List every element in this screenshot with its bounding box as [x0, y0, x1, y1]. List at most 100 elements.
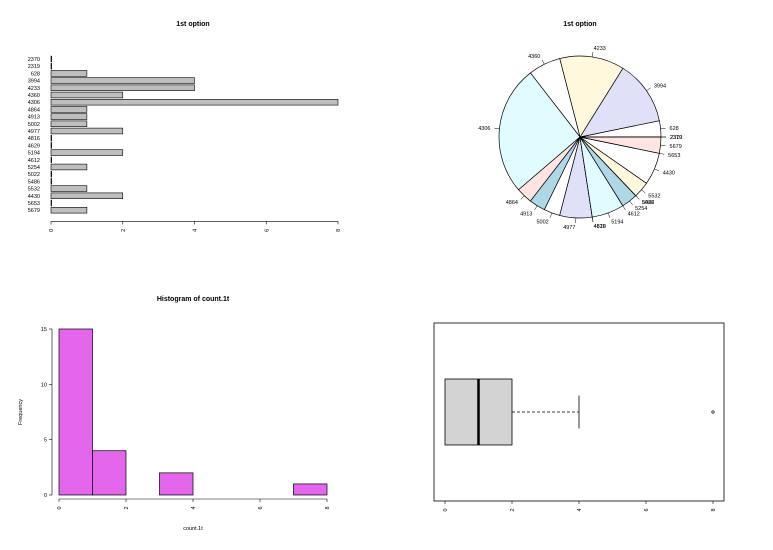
pie-label-leader [629, 200, 633, 206]
bar [50, 70, 88, 77]
bar [50, 120, 88, 128]
histogram-y-tick-label: 10 [41, 382, 47, 388]
bar-category-label: 5022 [28, 172, 40, 178]
pie-slice-label: 4977 [563, 225, 575, 231]
bar [50, 113, 88, 120]
pie-label-leader [541, 59, 545, 65]
histogram-x-tick-label: 4 [191, 506, 197, 509]
bar [50, 135, 52, 142]
bar-x-tick-label: 2 [121, 229, 127, 232]
pie-slice [559, 55, 624, 138]
histogram-y-tick-label: 15 [41, 327, 47, 333]
pie-slice-label: 3994 [654, 84, 666, 90]
boxplot-x-tick-label: 2 [510, 508, 516, 511]
pie-slice-label: 4864 [506, 200, 518, 206]
pie-label-leader [549, 212, 553, 218]
bar-x-tick-label: 4 [193, 229, 199, 232]
bar-category-label: 4430 [28, 194, 40, 200]
bar-category-label: 2319 [28, 64, 40, 70]
pie-label-leader [494, 128, 500, 130]
bar-category-label: 5194 [28, 151, 40, 157]
bar [50, 163, 88, 171]
pie-label-leader [659, 153, 665, 155]
pie-slice-label: 5022 [642, 200, 654, 206]
pie-label-leader [607, 212, 611, 218]
histogram-x-tick-label: 0 [57, 506, 63, 509]
pie-slice-label: 628 [670, 126, 679, 132]
pie-slice-label: 5532 [648, 194, 660, 200]
bar-category-label: 5002 [28, 122, 40, 128]
histogram-bar [58, 328, 93, 496]
pie-slice-label: 5653 [668, 153, 680, 159]
bar [50, 192, 124, 199]
bar-category-label: 4864 [28, 107, 40, 113]
pie-chart-panel: 1st option 23196283994423343604306486449… [478, 21, 682, 231]
bar-category-label: 4360 [28, 93, 40, 99]
boxplot-outlier-point [711, 410, 715, 414]
histogram-x-axis-label: count.1t [183, 526, 203, 532]
bar [50, 156, 52, 163]
pie-label-leader [534, 205, 538, 211]
bar [50, 106, 88, 113]
bar [50, 199, 52, 207]
bar-category-label: 4977 [28, 129, 40, 135]
bar-category-label: 4306 [28, 100, 40, 106]
pie-chart-title: 1st option [563, 21, 596, 28]
bar-category-label: 5532 [28, 187, 40, 193]
pie-slice-label: 5486 [642, 200, 654, 206]
histogram-bar [293, 483, 328, 496]
bar [50, 149, 124, 156]
histogram-x-tick-label: 6 [258, 506, 264, 509]
pie-slice-label: 4612 [628, 211, 640, 217]
pie-slice [579, 67, 660, 138]
bar-category-label: 3994 [28, 79, 40, 85]
histogram-title: Histogram of count.1t [157, 296, 230, 303]
pie-slice-label: 4306 [478, 126, 490, 132]
boxplot-x-tick-label: 8 [711, 508, 717, 511]
pie-slice-label: 5002 [536, 219, 548, 225]
pie-slice-label: 4430 [663, 170, 675, 176]
bar [50, 55, 52, 63]
bar-chart-panel: 1st option 23702319628399442334360430648… [28, 21, 342, 232]
pie-slice-label: 5194 [611, 219, 623, 225]
boxplot-x-tick-label: 4 [577, 508, 583, 511]
pie-label-leader [654, 168, 660, 172]
pie-slice-label: 2319 [670, 135, 682, 141]
bar [50, 91, 124, 99]
bar-category-label: 4233 [28, 86, 40, 92]
bar-category-label: 2370 [28, 57, 40, 63]
histogram-panel: Histogram of count.1t count.1t Frequency… [18, 296, 331, 532]
bar [50, 127, 124, 135]
pie-label-leader [592, 217, 594, 223]
pie-label-leader [520, 195, 525, 200]
bar [50, 77, 195, 84]
bar [50, 62, 52, 70]
bar-category-label: 5653 [28, 201, 40, 207]
pie-slice-label: 2370 [670, 135, 682, 141]
pie-slice-label: 5254 [635, 206, 647, 212]
bar-category-label: 5486 [28, 179, 40, 185]
histogram-y-axis-label: Frequency [18, 399, 24, 425]
histogram-x-tick-label: 8 [325, 506, 331, 509]
pie-label-leader [622, 205, 626, 211]
bar-category-label: 628 [31, 71, 40, 77]
bar-x-tick-label: 8 [336, 229, 342, 232]
boxplot-panel: 0 2 4 6 8 [433, 322, 725, 512]
bar [50, 99, 339, 106]
histogram-bar [159, 472, 194, 496]
pie-label-leader [592, 51, 594, 57]
bar-category-label: 5679 [28, 208, 40, 214]
pie-label-leader [635, 195, 640, 200]
bar [50, 185, 88, 192]
bar-chart-title: 1st option [176, 21, 209, 28]
bar [50, 178, 52, 185]
boxplot-x-tick-label: 0 [443, 508, 449, 511]
bar-category-label: 4629 [28, 143, 40, 149]
bar-category-label: 4612 [28, 158, 40, 164]
bar [50, 84, 195, 92]
pie-slice-label: 4233 [594, 46, 606, 52]
bar-x-tick-label: 6 [264, 229, 270, 232]
pie-slice-label: 4360 [528, 54, 540, 60]
pie-slice-label: 4913 [520, 211, 532, 217]
